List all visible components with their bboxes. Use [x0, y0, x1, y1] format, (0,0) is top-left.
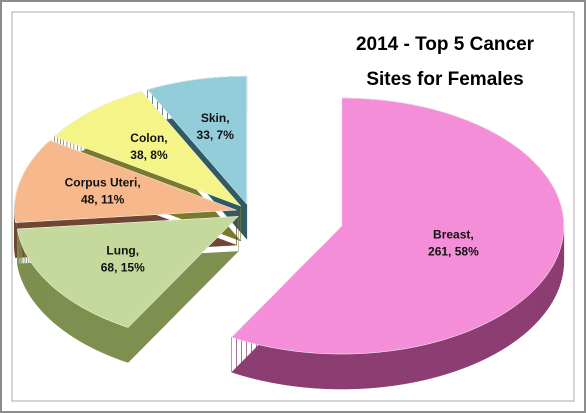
slice-label: Lung,	[106, 244, 139, 258]
slice	[53, 91, 241, 207]
data-label: 33, 7%	[197, 128, 235, 142]
slice-label: Colon,	[130, 131, 167, 145]
slice-label: Breast,	[433, 227, 474, 241]
data-label: 48, 11%	[81, 193, 125, 207]
slice	[147, 75, 248, 205]
slice-label: Corpus Uteri,	[65, 176, 141, 190]
data-label: 68, 15%	[101, 261, 145, 275]
slice	[14, 140, 237, 223]
slice-label: Skin,	[201, 111, 230, 125]
data-label: 38, 8%	[130, 148, 168, 162]
slice	[231, 97, 565, 355]
chart-title: 2014 - Top 5 Cancer	[356, 34, 535, 55]
plot-frame	[11, 11, 575, 402]
chart-title: Sites for Females	[366, 69, 523, 90]
data-label: 261, 58%	[428, 244, 479, 258]
slice	[17, 216, 239, 328]
